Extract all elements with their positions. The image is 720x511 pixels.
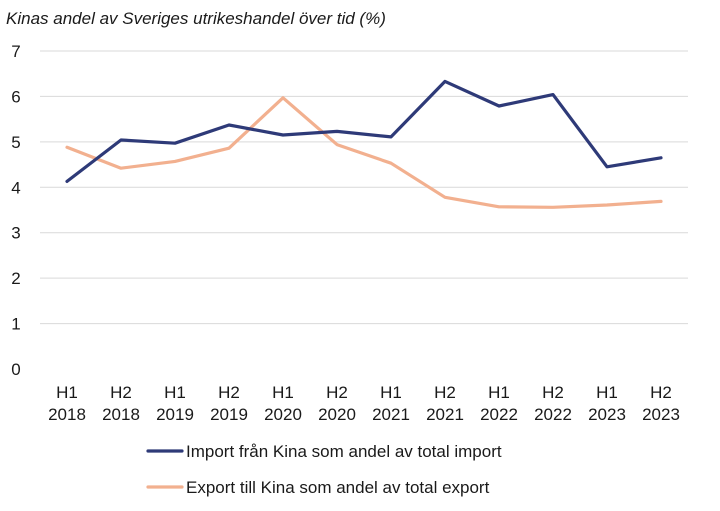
- legend: Import från Kina som andel av total impo…: [146, 442, 502, 497]
- x-tick-label: H2: [650, 383, 672, 402]
- x-tick-label: 2020: [264, 405, 302, 424]
- x-tick-label: H2: [110, 383, 132, 402]
- x-axis-ticks: H1 2018 H2 2018 H1 2019 H2 2019 H1 2020 H2 2020 H1 20…: [48, 383, 680, 424]
- y-tick-label: 6: [11, 87, 20, 106]
- x-tick-label: H2: [218, 383, 240, 402]
- x-tick-label: 2019: [210, 405, 248, 424]
- x-tick-label: 2020: [318, 405, 356, 424]
- x-tick-label: H2: [434, 383, 456, 402]
- legend-label: Export till Kina som andel av total expo…: [186, 478, 490, 497]
- x-tick-label: H2: [542, 383, 564, 402]
- x-tick-label: 2021: [426, 405, 464, 424]
- x-tick-label: H1: [488, 383, 510, 402]
- y-tick-label: 3: [11, 224, 20, 243]
- x-tick-label: H2: [326, 383, 348, 402]
- x-tick-label: 2022: [480, 405, 518, 424]
- y-tick-label: 7: [11, 42, 20, 61]
- x-tick-label: H1: [164, 383, 186, 402]
- y-tick-label: 0: [11, 360, 20, 379]
- series-lines: [65, 79, 663, 209]
- x-tick-label: 2018: [48, 405, 86, 424]
- x-tick-label: H1: [272, 383, 294, 402]
- series-line-import: [65, 79, 663, 183]
- y-tick-label: 2: [11, 269, 20, 288]
- grid-lines: [40, 50, 688, 325]
- x-tick-label: H1: [56, 383, 78, 402]
- y-axis-ticks: 0 1 2 3 4 5 6 7: [11, 42, 20, 379]
- x-tick-label: 2018: [102, 405, 140, 424]
- y-tick-label: 5: [11, 133, 20, 152]
- x-tick-label: 2019: [156, 405, 194, 424]
- x-tick-label: 2023: [642, 405, 680, 424]
- y-tick-label: 4: [11, 178, 20, 197]
- chart-title: Kinas andel av Sveriges utrikeshandel öv…: [6, 9, 386, 28]
- x-tick-label: H1: [596, 383, 618, 402]
- series-line-export: [65, 96, 663, 209]
- y-tick-label: 1: [11, 315, 20, 334]
- x-tick-label: 2022: [534, 405, 572, 424]
- x-tick-label: 2023: [588, 405, 626, 424]
- x-tick-label: 2021: [372, 405, 410, 424]
- legend-label: Import från Kina som andel av total impo…: [186, 442, 502, 461]
- x-tick-label: H1: [380, 383, 402, 402]
